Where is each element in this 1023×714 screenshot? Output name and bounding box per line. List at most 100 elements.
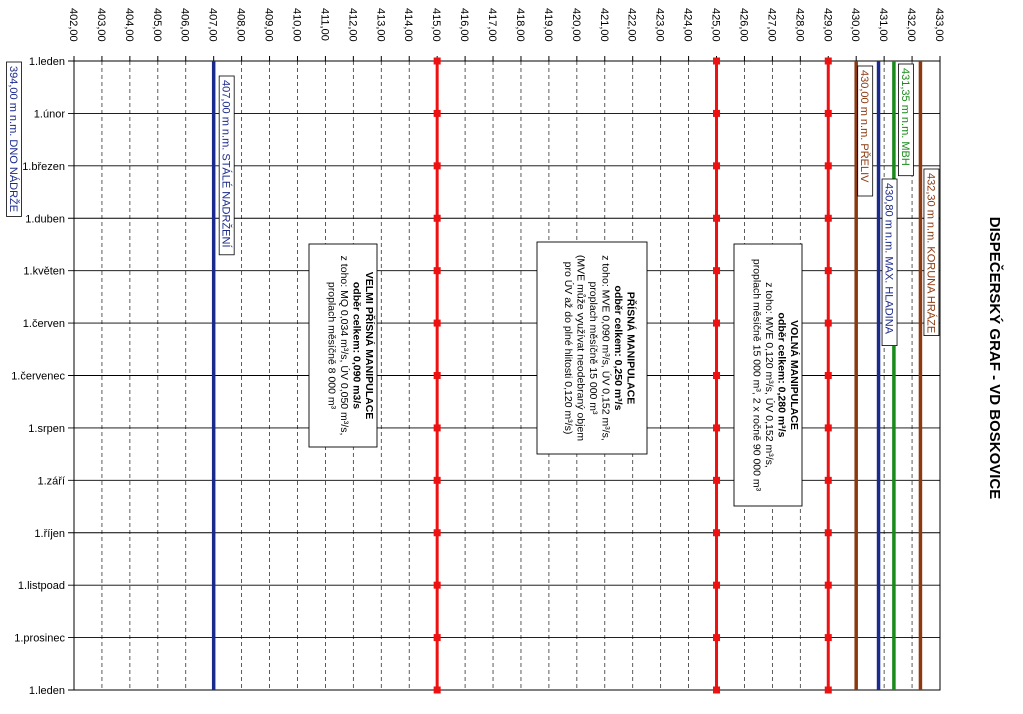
annotation-frame (733, 243, 803, 507)
series-marker (713, 267, 721, 275)
series-marker (433, 686, 441, 694)
value-tick-label: 413,00 (374, 8, 386, 42)
annotation-line: PŘÍSNÁ MANIPULACE (624, 292, 637, 405)
annotation-line: proplach měsíčně 15 000 m³, 2 x ročně 90… (750, 259, 762, 492)
category-label: 1.listpoad (18, 580, 65, 592)
value-axis-ticks: 402,00 403,00 404,00 405,00 406,00 407,00 408,… (67, 8, 945, 42)
value-tick-label: 404,00 (123, 8, 135, 42)
annotation-line: odběr celkem: 0,090 m3/s (350, 282, 362, 409)
value-tick-label: 418,00 (514, 8, 526, 42)
category-label: 1.červen (23, 318, 65, 330)
category-label: 1.prosinec (14, 633, 65, 645)
category-label: 1.říjen (34, 528, 65, 540)
series-marker (713, 109, 721, 117)
annotation-line: odběr celkem: 0,250 m³/s (612, 286, 624, 411)
value-tick-label: 433,00 (933, 8, 945, 42)
annotation-line: z toho: MVE 0,120 m³/s, ÚV 0,152 m³/s, (763, 282, 776, 468)
series-label-text: 430,00 m n.m. PŘELIV (858, 70, 871, 183)
series-marker (713, 372, 721, 379)
series-label: 407,00 m n.m. STÁLÉ NADRŽENÍ (218, 75, 235, 256)
value-tick-label: 420,00 (570, 8, 582, 42)
value-tick-label: 410,00 (290, 8, 302, 42)
series-marker (433, 109, 441, 117)
series-marker (433, 57, 441, 65)
bottom-level-label: 394,00 m n.m. DNO NÁDRŽE (6, 61, 22, 217)
series-marker (824, 581, 832, 589)
series-marker (713, 162, 721, 170)
series-marker (713, 57, 721, 65)
value-tick-label: 432,00 (905, 8, 917, 42)
category-label: 1.srpen (28, 423, 65, 435)
value-tick-label: 414,00 (402, 8, 414, 42)
value-tick-label: 422,00 (626, 8, 638, 42)
value-tick-label: 424,00 (682, 8, 694, 42)
series-marker (433, 476, 441, 484)
chart-title: DISPEČERSKÝ GRAF - VD BOSKOVICE (986, 217, 1004, 500)
series-label-text: 394,00 m n.m. DNO NÁDRŽE (7, 66, 20, 212)
series-marker (824, 162, 832, 170)
value-tick-label: 421,00 (598, 8, 610, 42)
annotation-line: VOLNÁ MANIPULACE (788, 320, 801, 430)
value-tick-label: 429,00 (821, 8, 833, 42)
series-marker (433, 162, 441, 170)
value-tick-label: 415,00 (430, 8, 442, 42)
series-marker (433, 634, 441, 642)
annotation-line: z toho: MQ 0,034 m³/s, ÚV 0,050 m³/s, (338, 256, 351, 436)
value-tick-label: 409,00 (263, 8, 275, 42)
annotation-line: pro ÚV až do plné hlitosti 0,120 m³/s) (562, 262, 575, 435)
value-tick-label: 423,00 (654, 8, 666, 42)
series-label-text: 431,35 m n.m. MBH (899, 68, 911, 166)
annotation-line: proplach měsíčně 8 000 m³ (325, 282, 337, 410)
series-marker (433, 214, 441, 222)
value-tick-label: 412,00 (346, 8, 358, 42)
series-marker (824, 214, 832, 222)
category-label: 1.leden (29, 685, 65, 697)
series-marker (713, 634, 721, 642)
value-tick-label: 428,00 (793, 8, 805, 42)
series-marker (824, 529, 832, 537)
series-marker (713, 529, 721, 537)
value-tick-label: 430,00 (849, 8, 861, 42)
series-marker (713, 424, 721, 432)
annotation-line: proplach měsíčně 15 000 m³ (587, 281, 599, 415)
annotation-frame (536, 241, 648, 455)
annotation-line: VELMI PŘÍSNÁ MANIPULACE (363, 272, 376, 420)
value-tick-label: 402,00 (67, 8, 79, 42)
series-label-box (923, 168, 940, 337)
value-tick-label: 425,00 (710, 8, 722, 42)
series-marker (433, 424, 441, 432)
series-marker (433, 267, 441, 275)
series-label: 432,30 m n.m. KORUNA HRÁZE (923, 168, 940, 337)
series-marker (713, 686, 721, 694)
value-tick-label: 411,00 (318, 8, 330, 41)
category-label: 1.leden (29, 56, 65, 68)
series-marker (713, 319, 721, 327)
series-marker (824, 319, 832, 327)
series-marker (824, 57, 832, 65)
series-marker (433, 581, 441, 589)
series-marker (824, 686, 832, 694)
category-label: 1.únor (34, 108, 66, 120)
series-label-text: 430,80 m n.m. MAX. HLADINA (883, 183, 895, 335)
series-marker (713, 476, 721, 484)
series-marker (713, 214, 721, 222)
series-label-box (857, 65, 874, 197)
series-label-box (6, 61, 22, 217)
series-label-box (218, 75, 235, 256)
value-tick-label: 426,00 (737, 8, 749, 42)
series-label-text: 432,30 m n.m. KORUNA HRÁZE (924, 173, 937, 333)
series-marker (713, 581, 721, 589)
category-label: 1.září (37, 475, 65, 487)
series-marker (824, 372, 832, 379)
series-label-box (881, 178, 898, 347)
value-tick-label: 416,00 (458, 8, 470, 42)
series-marker (824, 109, 832, 117)
value-tick-label: 406,00 (179, 8, 191, 42)
series-marker (433, 319, 441, 327)
value-tick-label: 417,00 (486, 8, 498, 42)
